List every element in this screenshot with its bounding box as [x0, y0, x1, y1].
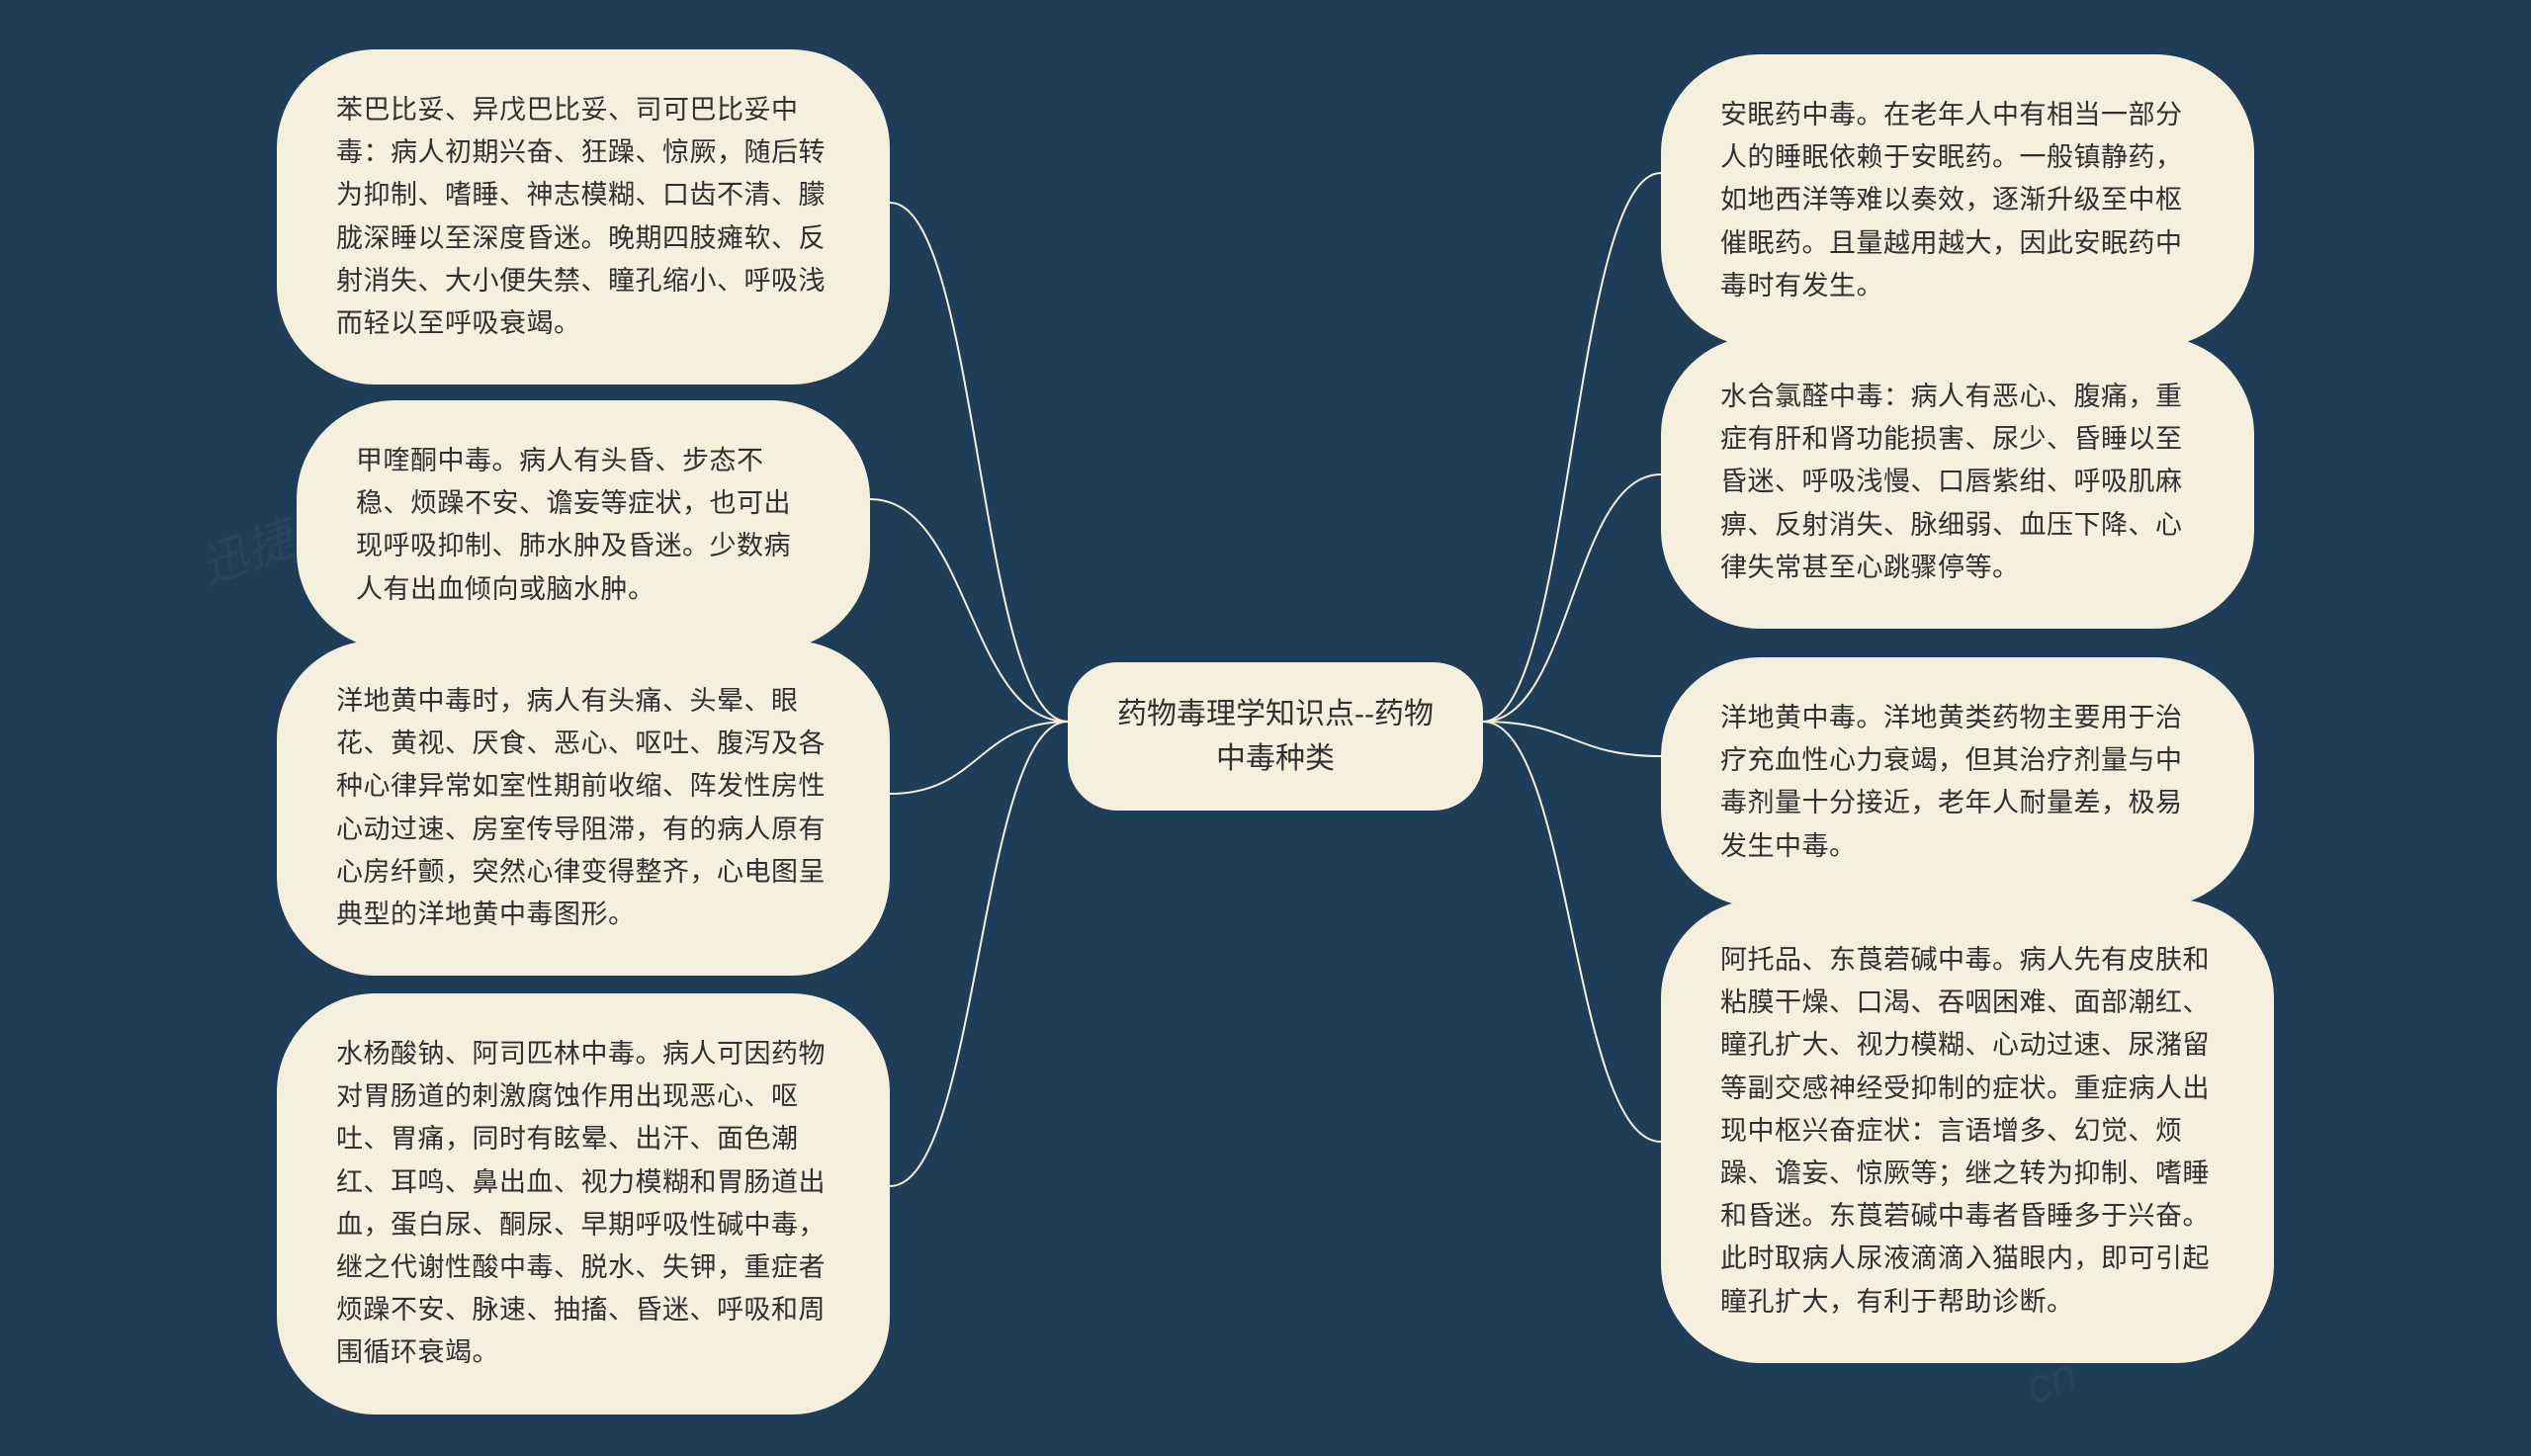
- connector: [870, 499, 1068, 722]
- node-text: 甲喹酮中毒。病人有头昏、步态不稳、烦躁不安、谵妄等症状，也可出现呼吸抑制、肺水肿…: [356, 446, 791, 604]
- node-text: 洋地黄中毒时，病人有头痛、头晕、眼花、黄视、厌食、恶心、呕吐、腹泻及各种心律异常…: [336, 686, 826, 929]
- mindmap-node-digitalis-summary: 洋地黄中毒。洋地黄类药物主要用于治疗充血性心力衰竭，但其治疗剂量与中毒剂量十分接…: [1661, 657, 2254, 907]
- mindmap-node-salicylate: 水杨酸钠、阿司匹林中毒。病人可因药物对胃肠道的刺激腐蚀作用出现恶心、呕吐、胃痛，…: [277, 993, 890, 1414]
- node-text: 苯巴比妥、异戊巴比妥、司可巴比妥中毒：病人初期兴奋、狂躁、惊厥，随后转为抑制、嗜…: [336, 95, 826, 338]
- connector: [1483, 722, 1661, 756]
- connector: [890, 722, 1068, 794]
- connector: [1483, 722, 1661, 1142]
- node-text: 水合氯醛中毒：病人有恶心、腹痛，重症有肝和肾功能损害、尿少、昏睡以至昏迷、呼吸浅…: [1720, 382, 2183, 582]
- center-node: 药物毒理学知识点--药物中毒种类: [1068, 662, 1483, 811]
- connector: [890, 722, 1068, 1186]
- node-text: 安眠药中毒。在老年人中有相当一部分人的睡眠依赖于安眠药。一般镇静药，如地西洋等难…: [1720, 100, 2183, 300]
- mindmap-node-digitalis-detail: 洋地黄中毒时，病人有头痛、头晕、眼花、黄视、厌食、恶心、呕吐、腹泻及各种心律异常…: [277, 641, 890, 976]
- connector: [1483, 173, 1661, 722]
- node-text: 水杨酸钠、阿司匹林中毒。病人可因药物对胃肠道的刺激腐蚀作用出现恶心、呕吐、胃痛，…: [336, 1039, 826, 1367]
- connector: [890, 203, 1068, 722]
- mindmap-node-chloral: 水合氯醛中毒：病人有恶心、腹痛，重症有肝和肾功能损害、尿少、昏睡以至昏迷、呼吸浅…: [1661, 336, 2254, 629]
- mindmap-node-methaqualone: 甲喹酮中毒。病人有头昏、步态不稳、烦躁不安、谵妄等症状，也可出现呼吸抑制、肺水肿…: [297, 400, 870, 650]
- center-node-text: 药物毒理学知识点--药物中毒种类: [1117, 698, 1434, 775]
- connector: [1483, 474, 1661, 722]
- mindmap-node-barbiturate: 苯巴比妥、异戊巴比妥、司可巴比妥中毒：病人初期兴奋、狂躁、惊厥，随后转为抑制、嗜…: [277, 49, 890, 385]
- watermark: 迅捷: [189, 500, 302, 598]
- mindmap-node-hypnotic: 安眠药中毒。在老年人中有相当一部分人的睡眠依赖于安眠药。一般镇静药，如地西洋等难…: [1661, 54, 2254, 347]
- node-text: 洋地黄中毒。洋地黄类药物主要用于治疗充血性心力衰竭，但其治疗剂量与中毒剂量十分接…: [1720, 703, 2183, 861]
- mindmap-node-atropine: 阿托品、东莨菪碱中毒。病人先有皮肤和粘膜干燥、口渴、吞咽困难、面部潮红、瞳孔扩大…: [1661, 899, 2274, 1363]
- node-text: 阿托品、东莨菪碱中毒。病人先有皮肤和粘膜干燥、口渴、吞咽困难、面部潮红、瞳孔扩大…: [1720, 945, 2210, 1317]
